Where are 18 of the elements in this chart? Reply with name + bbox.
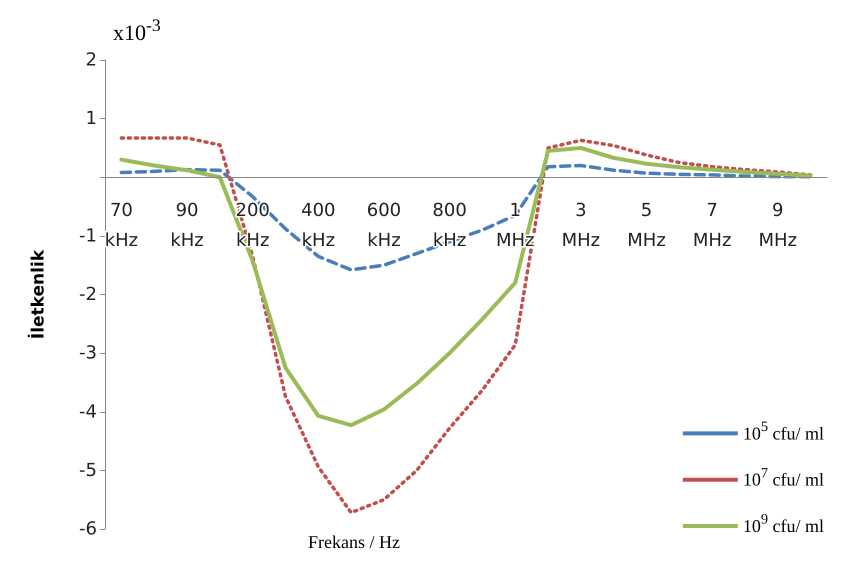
x-tick-label: 400 kHz (301, 200, 336, 251)
y-axis-title: İletkenlik (28, 249, 48, 340)
y-tick-label: -2 (79, 284, 97, 305)
x-tick-label: 5 MHz (627, 200, 666, 251)
x-tick-label: 600 kHz (366, 200, 402, 251)
x-tick-label: 90 kHz (170, 200, 204, 251)
x-axis-title: Frekans / Hz (308, 532, 400, 552)
y-tick-label: -1 (79, 225, 97, 246)
x-tick-label: 3 MHz (562, 200, 600, 251)
y-tick-label: 2 (86, 50, 97, 70)
y-tick-label: -4 (79, 401, 97, 422)
y-tick-label: -3 (79, 342, 97, 364)
y-tick-label: 1 (86, 108, 97, 130)
x-tick-label: 70 kHz (104, 200, 138, 251)
x-tick-label: 7 MHz (692, 200, 732, 251)
x-tick-label: 9 MHz (758, 200, 798, 251)
y-tick-label: -5 (79, 460, 97, 481)
y-tick-label: -6 (79, 518, 97, 540)
